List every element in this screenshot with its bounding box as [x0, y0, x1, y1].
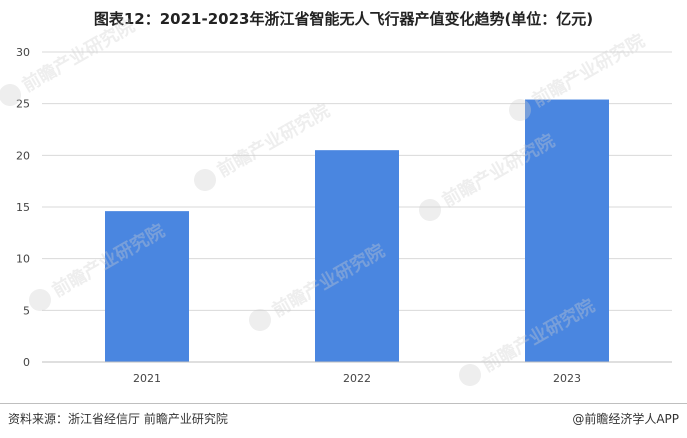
x-axis-ticks: 2021 2022 2023: [133, 372, 581, 385]
bar-2021: [105, 211, 189, 362]
watermark: 前瞻产业研究院: [194, 99, 333, 191]
qianzhan-logo-icon: [194, 169, 216, 191]
qianzhan-logo-icon: [509, 99, 531, 121]
qianzhan-logo-icon: [249, 309, 271, 331]
y-tick-label: 30: [16, 46, 30, 59]
source-note: 资料来源：浙江省经信厅 前瞻产业研究院: [8, 412, 228, 426]
bars: [105, 99, 609, 363]
chart-title: 图表12：2021-2023年浙江省智能无人飞行器产值变化趋势(单位：亿元): [93, 10, 594, 28]
qianzhan-logo-icon: [459, 364, 481, 386]
y-tick-label: 15: [16, 201, 30, 214]
watermark-text: 前瞻产业研究院: [18, 14, 138, 96]
y-tick-label: 25: [16, 98, 30, 111]
y-tick-label: 5: [23, 304, 30, 317]
y-tick-label: 0: [23, 356, 30, 369]
credit-note: @前瞻经济学人APP: [572, 412, 679, 426]
watermark: 前瞻产业研究院: [0, 14, 138, 106]
y-tick-label: 10: [16, 253, 30, 266]
bar-2022: [315, 150, 399, 362]
x-tick-label: 2022: [343, 372, 371, 385]
qianzhan-logo-icon: [419, 199, 441, 221]
x-tick-label: 2023: [553, 372, 581, 385]
x-tick-label: 2021: [133, 372, 161, 385]
qianzhan-logo-icon: [29, 289, 51, 311]
footer-divider: [0, 403, 687, 404]
y-axis-ticks: 0 5 10 15 20 25 30: [16, 46, 30, 369]
qianzhan-logo-icon: [0, 84, 21, 106]
y-tick-label: 20: [16, 149, 30, 162]
bar-2023: [525, 99, 609, 363]
watermark-text: 前瞻产业研究院: [528, 29, 648, 111]
